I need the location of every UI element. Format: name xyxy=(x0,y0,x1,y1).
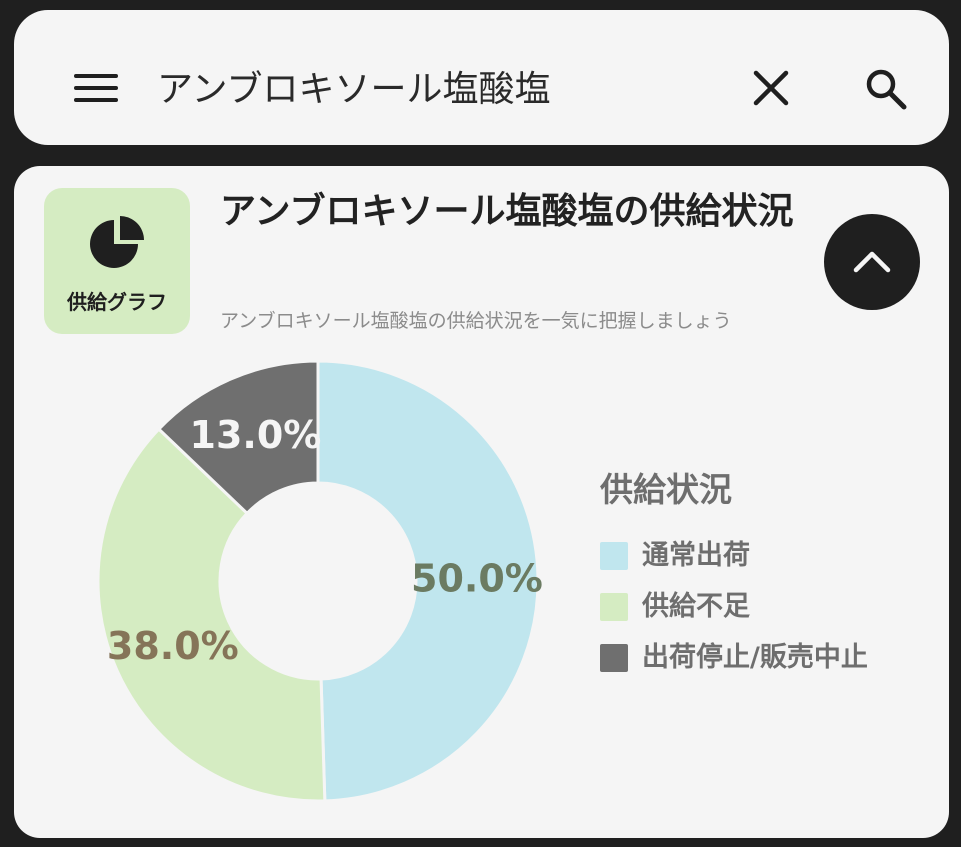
legend-label: 出荷停止/販売中止 xyxy=(642,642,868,673)
chevron-up-icon xyxy=(853,251,891,273)
card-subtitle: アンブロキソール塩酸塩の供給状況を一気に把握しましょう xyxy=(220,310,732,332)
legend-item: 出荷停止/販売中止 xyxy=(600,636,920,687)
legend-swatch xyxy=(600,644,628,672)
donut-slice xyxy=(96,426,327,803)
slice-label: 50.0% xyxy=(411,557,543,601)
legend-item: 通常出荷 xyxy=(600,534,920,585)
card-title: アンブロキソール塩酸塩の供給状況 xyxy=(220,191,794,232)
close-icon[interactable] xyxy=(751,68,791,108)
donut-slice xyxy=(316,359,540,803)
legend-title: 供給状況 xyxy=(600,470,732,509)
badge-label: 供給グラフ xyxy=(67,290,167,314)
legend-swatch xyxy=(600,542,628,570)
chart-legend: 供給状況 通常出荷 供給不足 出荷停止/販売中止 xyxy=(600,468,920,687)
slice-label: 13.0% xyxy=(190,413,322,457)
menu-icon[interactable] xyxy=(74,74,120,102)
search-input[interactable] xyxy=(157,60,717,120)
legend-label: 通常出荷 xyxy=(642,540,750,571)
search-icon[interactable] xyxy=(862,65,910,113)
legend-label: 供給不足 xyxy=(642,591,750,622)
legend-item: 供給不足 xyxy=(600,585,920,636)
supply-chart-card: 供給グラフ アンブロキソール塩酸塩の供給状況 アンブロキソール塩酸塩の供給状況を… xyxy=(14,166,949,838)
supply-graph-badge: 供給グラフ xyxy=(44,188,190,334)
slice-label: 38.0% xyxy=(107,624,239,668)
search-bar xyxy=(14,10,949,145)
donut-slice xyxy=(156,359,320,516)
donut-chart: 50.0% 38.0% 13.0% xyxy=(96,359,543,803)
pie-chart-icon xyxy=(87,214,147,274)
legend-swatch xyxy=(600,593,628,621)
collapse-button[interactable] xyxy=(824,214,920,310)
